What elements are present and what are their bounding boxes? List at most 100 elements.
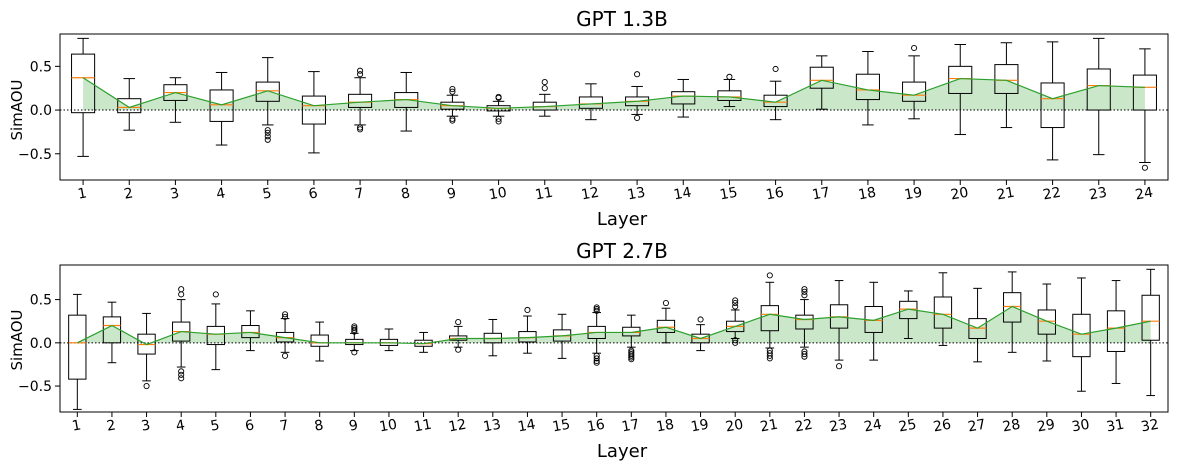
box-layer-31 <box>1106 280 1126 384</box>
box-iqr <box>1072 313 1091 358</box>
box-iqr <box>1132 74 1157 111</box>
outlier-point <box>178 286 185 293</box>
outlier-point <box>449 117 456 124</box>
x-tick-label: 16 <box>765 185 785 204</box>
x-tick-label: 17 <box>811 185 831 204</box>
box-layer-14 <box>518 306 537 354</box>
x-tick-label: 24 <box>863 417 883 436</box>
box-layer-19 <box>902 44 927 120</box>
median-trend-line <box>82 77 1145 109</box>
x-tick-label: 23 <box>828 417 848 436</box>
box-layer-7 <box>275 311 295 359</box>
box-layer-17 <box>809 55 834 110</box>
box-iqr <box>994 64 1019 94</box>
outlier-point <box>628 352 635 359</box>
box-layer-3 <box>163 77 188 123</box>
x-tick-label: 10 <box>488 185 508 204</box>
box-iqr <box>1141 294 1160 341</box>
box-iqr <box>578 96 603 109</box>
x-tick-label: 23 <box>1088 185 1108 204</box>
outlier-point <box>357 67 364 74</box>
x-tick-label: 7 <box>279 417 291 434</box>
x-tick-label: 3 <box>140 417 152 434</box>
outlier-point <box>495 93 502 100</box>
axes-frame <box>59 264 1169 413</box>
outlier-point <box>801 288 808 295</box>
x-tick-label: 32 <box>1140 417 1160 436</box>
box-iqr <box>345 338 364 346</box>
x-tick-label: 4 <box>175 417 187 434</box>
outlier-point <box>264 129 271 136</box>
x-tick-label: 11 <box>413 417 433 436</box>
x-tick-label: 2 <box>123 185 135 202</box>
box-layer-5 <box>206 291 225 371</box>
box-iqr <box>71 53 96 114</box>
x-axis-label: Layer <box>597 209 648 230</box>
box-iqr <box>1003 292 1022 323</box>
panel-gpt-1-3b: GPT 1.3B Layer SimAOU −0.50.00.51 2 3 4 5 6 7 8… <box>8 7 1169 230</box>
x-tick-label: 24 <box>1134 185 1154 204</box>
outlier-point <box>178 368 185 375</box>
box-layer-17 <box>622 314 641 363</box>
x-tick-label: 30 <box>1071 417 1091 436</box>
box-layer-30 <box>1072 277 1091 392</box>
box-layer-19 <box>691 316 710 352</box>
box-layer-13 <box>483 318 502 357</box>
outlier-point <box>351 326 358 333</box>
outlier-point <box>143 383 150 390</box>
outlier-point <box>593 359 600 366</box>
outlier-point <box>178 371 185 378</box>
outlier-point <box>495 115 502 122</box>
x-tick-label: 12 <box>447 417 467 436</box>
outlier-point <box>449 86 456 93</box>
box-iqr <box>809 66 834 89</box>
box-layer-21 <box>994 42 1019 129</box>
box-iqr <box>206 325 225 346</box>
x-tick-label: 3 <box>169 185 181 202</box>
box-layer-28 <box>1003 271 1022 353</box>
box-layer-9 <box>345 323 364 356</box>
outlier-point <box>541 79 548 86</box>
outlier-point <box>766 272 773 279</box>
x-tick-label: 2 <box>105 417 117 434</box>
x-tick-label: 4 <box>215 185 227 202</box>
outlier-point <box>697 316 704 323</box>
x-tick-label: 27 <box>967 417 987 436</box>
box-iqr <box>310 334 329 347</box>
y-tick-label: −0.5 <box>18 147 52 163</box>
x-tick-label: 5 <box>209 417 221 434</box>
box-layer-1 <box>71 37 96 157</box>
outlier-point <box>351 323 358 330</box>
box-layer-12 <box>449 319 468 353</box>
outlier-point <box>628 356 635 363</box>
x-tick-label: 16 <box>586 417 606 436</box>
outlier-point <box>593 355 600 362</box>
outlier-point <box>766 355 773 362</box>
outlier-point <box>634 71 641 78</box>
box-layer-24 <box>1132 48 1157 171</box>
x-tick-label: 26 <box>932 417 952 436</box>
outlier-point <box>732 337 739 344</box>
x-tick-label: 11 <box>534 185 554 204</box>
outlier-point <box>801 292 808 299</box>
outlier-point <box>455 319 462 326</box>
x-tick-label: 9 <box>348 417 360 434</box>
box-iqr <box>68 314 87 380</box>
outlier-point <box>772 65 779 73</box>
outlier-point <box>357 124 364 131</box>
y-tick-label: −0.5 <box>18 379 52 395</box>
box-iqr <box>717 90 742 101</box>
x-tick-label: 20 <box>724 417 744 436</box>
box-layer-20 <box>726 297 745 346</box>
outlier-point <box>264 127 271 134</box>
outlier-point <box>282 311 289 318</box>
x-tick-label: 5 <box>261 185 273 202</box>
x-tick-label: 31 <box>1105 417 1125 436</box>
x-tick-label: 29 <box>1036 417 1056 436</box>
x-tick-label: 9 <box>446 185 458 202</box>
outlier-point <box>357 71 364 78</box>
outlier-point <box>357 126 364 133</box>
x-tick-label: 1 <box>77 185 89 202</box>
box-layer-5 <box>255 57 280 143</box>
outlier-point <box>732 339 739 346</box>
